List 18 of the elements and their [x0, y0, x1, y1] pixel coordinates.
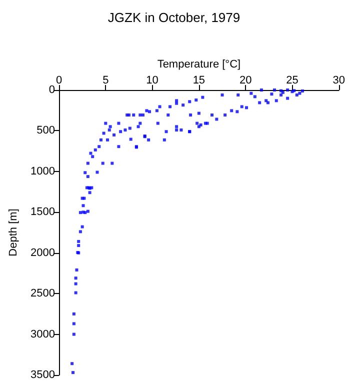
y-tick-label: 500: [36, 124, 55, 137]
y-axis-title: Depth [m]: [8, 208, 20, 256]
x-tick-label: 15: [192, 74, 206, 86]
y-tick-label: 0: [48, 84, 55, 96]
x-tick-label: 30: [332, 74, 346, 86]
chart-title: JGZK in October, 1979: [108, 10, 240, 25]
x-tick-label: 20: [239, 74, 252, 86]
y-tick-label: 1500: [30, 206, 55, 218]
y-tick-label: 3500: [30, 369, 55, 381]
y-tick-label: 2000: [30, 246, 55, 259]
x-axis-title: Temperature [°C]: [157, 58, 241, 70]
x-tick-label: 0: [56, 74, 62, 86]
x-tick-label: 5: [102, 74, 109, 86]
y-tick-label: 1000: [30, 165, 55, 178]
y-tick-label: 3000: [30, 328, 55, 340]
x-tick-label: 25: [286, 74, 298, 86]
y-tick-label: 2500: [30, 288, 55, 300]
x-tick-label: 10: [146, 74, 158, 86]
